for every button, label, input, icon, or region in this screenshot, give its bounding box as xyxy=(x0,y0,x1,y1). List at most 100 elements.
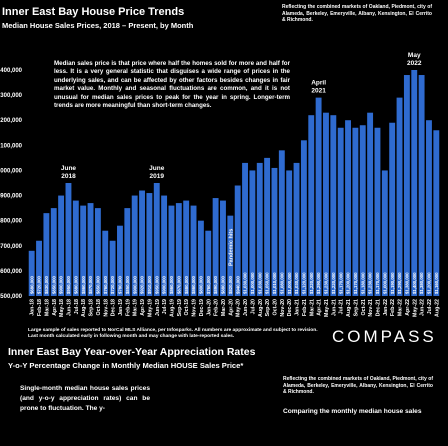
bar xyxy=(249,170,256,296)
value-label: $860,000 xyxy=(81,275,86,294)
y-tick-label: $1,300,000 xyxy=(0,93,23,99)
value-label: $910,000 xyxy=(147,275,152,294)
y-tick-label: $1,100,000 xyxy=(0,143,23,149)
value-label: $1,160,000 xyxy=(434,272,439,294)
value-label: $1,080,000 xyxy=(279,272,284,294)
bar xyxy=(124,208,131,296)
x-tick-label: Dec-20 xyxy=(287,299,293,316)
x-tick-label: Oct-19 xyxy=(184,299,190,316)
value-label: $760,000 xyxy=(103,275,108,294)
x-tick-label: May-19 xyxy=(147,299,153,317)
x-tick-label: Dec-19 xyxy=(199,299,205,316)
chart-title: Inner East Bay House Price Trends xyxy=(2,6,185,18)
x-tick-label: Feb-20 xyxy=(214,299,220,316)
bar xyxy=(58,195,65,296)
value-label: $1,000,000 xyxy=(287,272,292,294)
value-label: $870,000 xyxy=(88,275,93,294)
x-tick-label: Sep-20 xyxy=(265,299,271,316)
bar xyxy=(50,208,57,296)
bar xyxy=(293,162,300,296)
value-label: $1,030,000 xyxy=(294,272,299,294)
bar xyxy=(65,183,72,296)
x-tick-label: Feb-21 xyxy=(302,299,308,316)
x-tick-label: Nov-18 xyxy=(103,299,109,317)
x-tick-label: Jul-21 xyxy=(339,299,345,314)
x-tick-label: Sep-18 xyxy=(89,299,95,316)
y-tick-label: $1,000,000 xyxy=(0,168,23,174)
bar xyxy=(220,200,226,296)
x-tick-label: Aug-21 xyxy=(346,299,352,317)
bar xyxy=(28,250,35,296)
value-label: $780,000 xyxy=(118,275,123,294)
value-label: $870,000 xyxy=(176,275,181,294)
bar xyxy=(271,167,278,296)
section-title: Inner East Bay Year-over-Year Appreciati… xyxy=(8,346,256,358)
bar xyxy=(374,127,381,296)
annotation: 2021 xyxy=(311,88,326,95)
x-tick-label: Aug-22 xyxy=(434,299,440,317)
x-tick-label: Oct-20 xyxy=(272,299,278,316)
bar xyxy=(242,162,248,296)
value-label: $820,000 xyxy=(228,275,233,294)
value-label: $720,000 xyxy=(37,275,42,294)
bar xyxy=(131,195,138,296)
bar xyxy=(205,230,212,296)
value-label: $850,000 xyxy=(51,275,56,294)
bar xyxy=(337,127,344,296)
description: Median sales price is that price where h… xyxy=(54,60,290,110)
value-label: $1,030,000 xyxy=(243,272,248,294)
y-tick-label: $500,000 xyxy=(0,294,23,300)
bar xyxy=(352,127,359,296)
bar xyxy=(345,120,351,296)
y-tick-label: $1,200,000 xyxy=(0,118,23,124)
x-tick-label: Jul-18 xyxy=(74,299,80,314)
x-tick-label: Jan-19 xyxy=(118,299,124,316)
bar xyxy=(308,115,315,296)
bar xyxy=(190,205,197,296)
section-right-text: Comparing the monthly median house sales xyxy=(283,408,422,415)
bar xyxy=(234,185,241,296)
value-label: $880,000 xyxy=(184,275,189,294)
bar xyxy=(426,120,432,296)
annotation: May xyxy=(408,52,421,59)
x-tick-label: Feb-22 xyxy=(390,299,396,316)
annotation: April xyxy=(311,80,326,87)
y-tick-label: $1,400,000 xyxy=(0,68,23,74)
value-label: $1,290,000 xyxy=(397,272,402,294)
x-tick-label: Nov-19 xyxy=(192,299,198,317)
value-label: $1,000,000 xyxy=(382,272,387,294)
x-tick-label: Apr-19 xyxy=(140,299,146,316)
bar xyxy=(36,240,42,296)
value-label: $1,230,000 xyxy=(324,272,329,294)
value-label: $1,180,000 xyxy=(360,272,365,294)
bar xyxy=(418,75,425,297)
x-tick-label: Sep-19 xyxy=(177,299,183,316)
annotation: June xyxy=(61,165,77,172)
bar xyxy=(80,205,87,296)
bar xyxy=(161,195,168,296)
x-tick-label: Jan-22 xyxy=(383,299,389,316)
bar xyxy=(315,97,322,296)
bar xyxy=(227,215,234,296)
value-label: $850,000 xyxy=(125,275,130,294)
x-tick-label: Nov-21 xyxy=(368,299,374,317)
bar xyxy=(117,225,123,296)
value-label: $1,170,000 xyxy=(353,272,358,294)
bar xyxy=(43,213,50,296)
x-tick-label: Aug-20 xyxy=(258,299,264,317)
x-tick-label: Mar-19 xyxy=(133,299,139,316)
bar xyxy=(102,230,109,296)
section-subtitle: Y-o-Y Percentage Change in Monthly Media… xyxy=(8,361,244,370)
x-tick-label: Apr-22 xyxy=(405,299,411,316)
bar xyxy=(146,193,153,296)
x-tick-label: Jun-22 xyxy=(420,299,426,316)
value-label: $1,170,000 xyxy=(375,272,380,294)
x-tick-label: Nov-20 xyxy=(280,299,286,317)
x-tick-label: Jun-21 xyxy=(331,299,337,316)
value-label: $800,000 xyxy=(198,275,203,294)
x-tick-label: Jun-19 xyxy=(155,299,161,316)
bar xyxy=(175,203,182,296)
y-tick-label: $600,000 xyxy=(0,269,23,275)
